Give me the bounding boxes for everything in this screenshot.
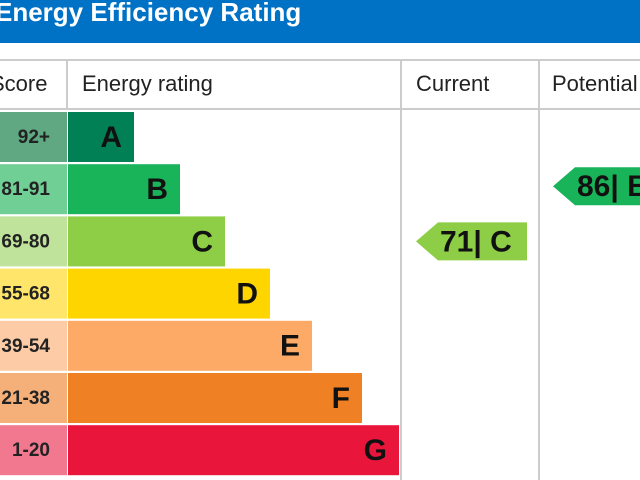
band-bar [68,320,312,371]
score-cell [0,164,67,215]
band-letter: B [146,173,168,206]
score-cell [0,112,67,162]
score-range: 21-38 [1,388,50,409]
band-letter: G [364,434,387,467]
band-letter: A [100,121,122,154]
rating-label: 71| C [440,225,512,258]
band-letter: F [332,382,350,415]
title: Energy Efficiency Rating [0,0,301,27]
score-range: 39-54 [1,336,50,357]
header: Current [416,71,489,96]
score-range: 55-68 [1,284,50,305]
header: Potential [552,71,638,96]
rating-label: 86| B [577,170,640,203]
band-letter: E [280,330,300,363]
score-cell [0,373,67,423]
score-cell [0,216,67,267]
band-bar [68,112,134,162]
score-range: 81-91 [1,179,50,200]
score-cell [0,320,67,371]
score-cell [0,268,67,319]
title-bar [0,0,640,43]
band-letter: C [191,225,213,258]
band-bar [68,373,362,423]
band-bar [68,164,180,215]
rating-arrow [416,222,527,261]
band-bar [68,216,225,267]
band-bar [68,268,270,319]
score-range: 69-80 [1,231,50,252]
band-bar [68,425,399,476]
rating-arrow [553,167,640,206]
band-letter: D [236,278,258,311]
grid [0,59,640,480]
header: Score [0,71,47,96]
header: Energy rating [82,71,213,96]
score-range: 92+ [18,127,50,148]
score-range: 1-20 [12,440,50,461]
score-cell [0,425,67,476]
